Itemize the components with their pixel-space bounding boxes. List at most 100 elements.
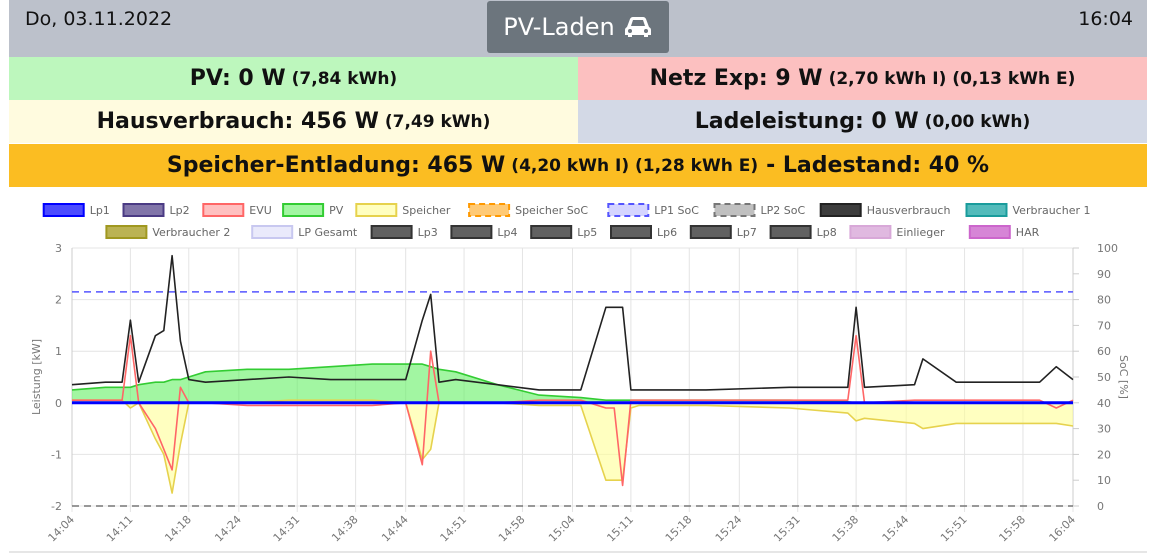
y2-tick-label: 30	[1097, 423, 1111, 436]
legend-label: Lp8	[817, 226, 837, 239]
haus-status: Hausverbrauch: 456 W (7,49 kWh)	[9, 100, 578, 143]
x-tick-label: 15:24	[713, 513, 745, 545]
date: Do, 03.11.2022	[25, 8, 173, 30]
legend-label: Hausverbrauch	[867, 204, 951, 217]
pv-status: PV: 0 W (7,84 kWh)	[9, 57, 578, 100]
mode-label[interactable]: PV-Laden	[503, 13, 615, 41]
series-line	[71, 254, 1074, 391]
legend-swatch	[530, 225, 573, 239]
x-tick-label: 14:18	[162, 513, 194, 545]
legend-label: Lp3	[418, 226, 438, 239]
legend-swatch	[689, 225, 732, 239]
legend-swatch	[282, 203, 325, 217]
y2-tick-label: 60	[1097, 345, 1111, 358]
x-tick-label: 16:04	[1047, 513, 1079, 545]
main: Speicher-Entladung: 465 W	[166, 153, 506, 178]
y2-tick-label: 80	[1097, 294, 1111, 307]
y2-tick-label: 100	[1097, 242, 1118, 255]
x-tick-label: 15:58	[996, 513, 1028, 545]
legend-swatch	[42, 203, 85, 217]
suffix: - Ladestand: 40 %	[766, 153, 990, 178]
legend-swatch	[355, 203, 398, 217]
y2-tick-label: 10	[1097, 474, 1111, 487]
legend-swatch	[819, 203, 862, 217]
x-tick-label: 15:18	[663, 513, 695, 545]
y-tick-label: -1	[51, 448, 62, 461]
netz-status: Netz Exp: 9 W (2,70 kWh I) (0,13 kWh E)	[578, 57, 1147, 100]
legend-swatch	[607, 203, 650, 217]
legend-label: Verbraucher 2	[152, 226, 230, 239]
lade-status: Ladeleistung: 0 W (0,00 kWh)	[578, 100, 1147, 143]
legend-swatch	[849, 225, 892, 239]
car-icon	[624, 17, 651, 37]
legend-label: LP1 SoC	[654, 204, 699, 217]
time: 16:04	[1078, 8, 1133, 30]
x-tick-label: 15:38	[830, 513, 862, 545]
legend-label: HAR	[1016, 226, 1040, 239]
y2-tick-label: 0	[1097, 500, 1104, 513]
legend-label: Lp1	[90, 204, 110, 217]
legend-label: Lp4	[497, 226, 517, 239]
series-area	[72, 400, 1073, 494]
legend-label: Einlieger	[896, 226, 945, 239]
legend-label: LP2 SoC	[761, 204, 806, 217]
legend-swatch	[251, 225, 294, 239]
y2-tick-label: 90	[1097, 268, 1111, 281]
legend-swatch	[713, 203, 756, 217]
series-area	[72, 364, 1073, 403]
x-tick-label: 14:04	[46, 513, 78, 545]
main: Netz Exp: 9 W	[649, 66, 823, 91]
speicher-status: Speicher-Entladung: 465 W (4,20 kWh I) (1…	[9, 144, 1147, 187]
header-bar: Do, 03.11.2022 PV-Laden 16:04	[9, 0, 1147, 57]
legend-swatch	[610, 225, 652, 239]
y2-tick-label: 40	[1097, 397, 1111, 410]
legend-swatch	[968, 225, 1011, 239]
legend-swatch	[105, 225, 148, 239]
legend-swatch	[202, 203, 245, 217]
legend-label: Speicher SoC	[515, 204, 588, 217]
x-tick-label: 14:31	[271, 513, 303, 545]
legend-label: Lp5	[577, 226, 597, 239]
main: Ladeleistung: 0 W	[694, 109, 919, 134]
mode-button[interactable]: PV-Laden	[487, 1, 669, 53]
legend-label: EVU	[249, 204, 272, 217]
main: PV: 0 W	[189, 66, 286, 91]
y-tick-label: 1	[55, 345, 62, 358]
y2-tick-label: 50	[1097, 371, 1111, 384]
x-tick-label: 14:44	[379, 513, 411, 545]
detail: (2,70 kWh I) (0,13 kWh E)	[828, 68, 1076, 89]
detail: (7,49 kWh)	[384, 111, 491, 132]
legend-label: PV	[329, 204, 344, 217]
x-tick-label: 14:38	[329, 513, 361, 545]
x-tick-label: 14:11	[104, 513, 136, 545]
y2-tick-label: 70	[1097, 319, 1111, 332]
y-tick-label: 0	[55, 397, 62, 410]
legend-label: Lp6	[657, 226, 677, 239]
legend-swatch	[450, 225, 493, 239]
legend-swatch	[122, 203, 165, 217]
x-tick-label: 14:58	[496, 513, 528, 545]
x-tick-label: 14:24	[212, 513, 244, 545]
legend-swatch	[965, 203, 1008, 217]
y-tick-label: 3	[55, 242, 62, 255]
legend-label: Verbraucher 1	[1013, 204, 1091, 217]
x-tick-label: 15:04	[546, 513, 578, 545]
x-tick-label: 14:51	[438, 513, 470, 545]
legend-label: Lp2	[170, 204, 190, 217]
detail: (0,00 kWh)	[924, 111, 1031, 132]
x-tick-label: 15:31	[771, 513, 803, 545]
x-tick-label: 15:51	[938, 513, 970, 545]
legend-swatch	[769, 225, 812, 239]
y-tick-label: 2	[55, 294, 62, 307]
x-tick-label: 15:11	[604, 513, 636, 545]
legend-label: Lp7	[737, 226, 757, 239]
legend-label: Speicher	[402, 204, 451, 217]
y2-tick-label: 20	[1097, 448, 1111, 461]
legend-label: LP Gesamt	[298, 226, 358, 239]
legend-swatch	[370, 225, 413, 239]
y-tick-label: -2	[51, 500, 62, 513]
x-tick-label: 15:44	[880, 513, 912, 545]
main: Hausverbrauch: 456 W	[96, 109, 379, 134]
